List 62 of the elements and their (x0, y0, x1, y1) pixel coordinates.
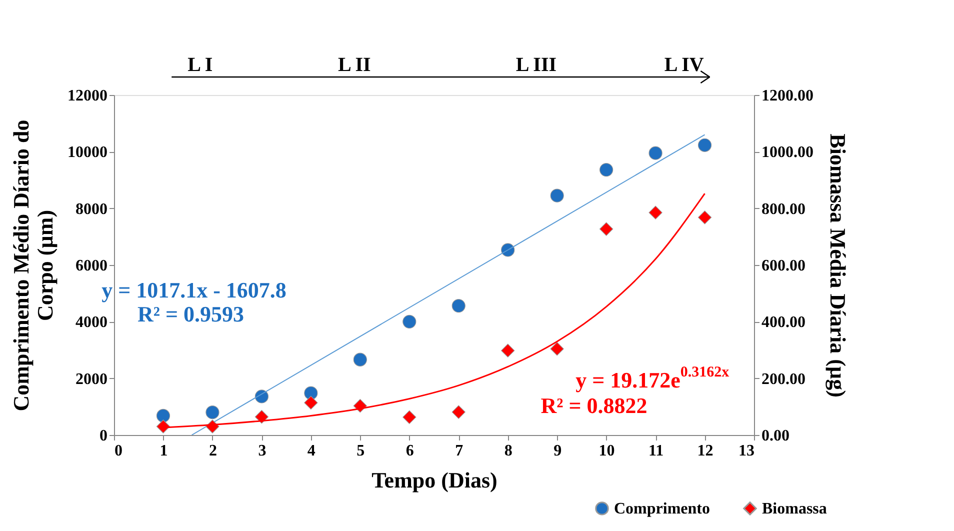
y-tick-label: 6000 (76, 258, 108, 274)
x-tick-label: 5 (356, 442, 365, 460)
legend-label: Biomassa (762, 500, 827, 518)
y-tick-label: 8000 (76, 200, 108, 218)
point (648, 146, 662, 160)
point (156, 408, 170, 423)
y2-tick-label: 600.00 (762, 258, 806, 274)
y2-tick-label: 800.00 (762, 200, 806, 218)
point (501, 344, 515, 358)
point (550, 188, 564, 202)
y2-tick-label: 1200.00 (762, 88, 814, 104)
point (402, 314, 416, 328)
point (353, 352, 367, 366)
point (550, 342, 564, 356)
point (452, 405, 466, 419)
text: L IV (664, 54, 704, 76)
x-tick-label: 7 (455, 442, 464, 460)
point (304, 396, 318, 410)
x-tick-label: 2 (208, 442, 217, 460)
x-axis-title: Tempo (Dias) (372, 468, 498, 492)
x-tick-label: 8 (504, 442, 512, 460)
point (156, 420, 170, 434)
point (254, 390, 269, 404)
x-tick-label: 12 (697, 442, 714, 460)
text: L II (338, 54, 372, 76)
point (698, 210, 712, 224)
y-tick-label: 0 (100, 428, 108, 444)
y2-axis-title: Biomassa Média Díaria (µg) (826, 134, 850, 398)
point (206, 406, 220, 420)
annotation: R² = 0.9593 (138, 301, 244, 326)
y2-tick-label: 200.00 (762, 370, 806, 388)
x-tick-label: 1 (160, 442, 168, 460)
legend-label: Comprimento (614, 500, 710, 518)
x-tick-label: 6 (406, 442, 414, 460)
text: L III (516, 54, 557, 76)
x-tick-label: 10 (598, 442, 615, 460)
point (254, 410, 269, 424)
x-tick-label: 3 (258, 442, 266, 460)
point (648, 206, 662, 220)
y-tick-label: 2000 (76, 370, 108, 388)
point (452, 298, 466, 313)
x-tick-label: 9 (554, 442, 562, 460)
y2-tick-label: 0.00 (762, 428, 790, 444)
y-axis-title: Comprimento Médio Díario do Corpo (µm) (8, 120, 58, 412)
x-tick-label: 11 (648, 442, 664, 460)
annotation: y = 1017.1x - 1607.8 (102, 278, 286, 302)
y2-tick-label: 400.00 (762, 314, 806, 332)
point (402, 410, 416, 424)
x-tick-label: 13 (738, 442, 754, 460)
text: L I (188, 54, 213, 76)
x-tick-label: 0 (114, 442, 122, 460)
point (599, 162, 614, 177)
y2-tick-label: 1000.00 (762, 144, 814, 162)
point (599, 222, 614, 236)
y-tick-label: 12000 (68, 88, 108, 104)
point (698, 138, 712, 152)
x-tick-label: 4 (307, 442, 316, 460)
point (304, 386, 318, 400)
y-tick-label: 4000 (76, 314, 108, 332)
point (501, 243, 515, 257)
y-tick-label: 10000 (68, 144, 108, 162)
annotation: R² = 0.8822 (540, 393, 648, 418)
